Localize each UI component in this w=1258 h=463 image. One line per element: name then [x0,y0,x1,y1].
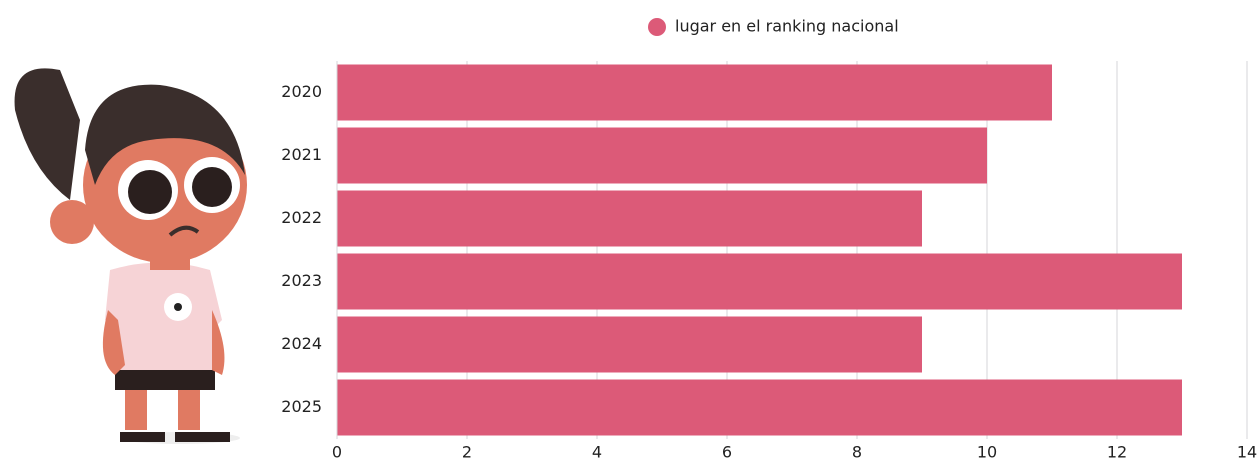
illustration [14,68,247,444]
legend-swatch [648,18,666,36]
x-tick-label: 8 [852,443,862,462]
x-tick-label: 14 [1237,443,1257,462]
x-tick-label: 4 [592,443,602,462]
legend-label: lugar en el ranking nacional [675,17,899,36]
y-tick-label: 2024 [281,334,322,353]
bar [337,127,987,184]
x-tick-label: 12 [1107,443,1127,462]
bar [337,316,922,373]
y-tick-label: 2020 [281,82,322,101]
y-tick-label: 2025 [281,397,322,416]
x-tick-label: 10 [977,443,997,462]
bar [337,190,922,247]
x-tick-label: 2 [462,443,472,462]
x-tick-label: 6 [722,443,732,462]
bar [337,64,1052,121]
y-tick-label: 2022 [281,208,322,227]
y-tick-label: 2021 [281,145,322,164]
bar [337,253,1182,310]
x-tick-label: 0 [332,443,342,462]
bar [337,379,1182,436]
y-tick-label: 2023 [281,271,322,290]
